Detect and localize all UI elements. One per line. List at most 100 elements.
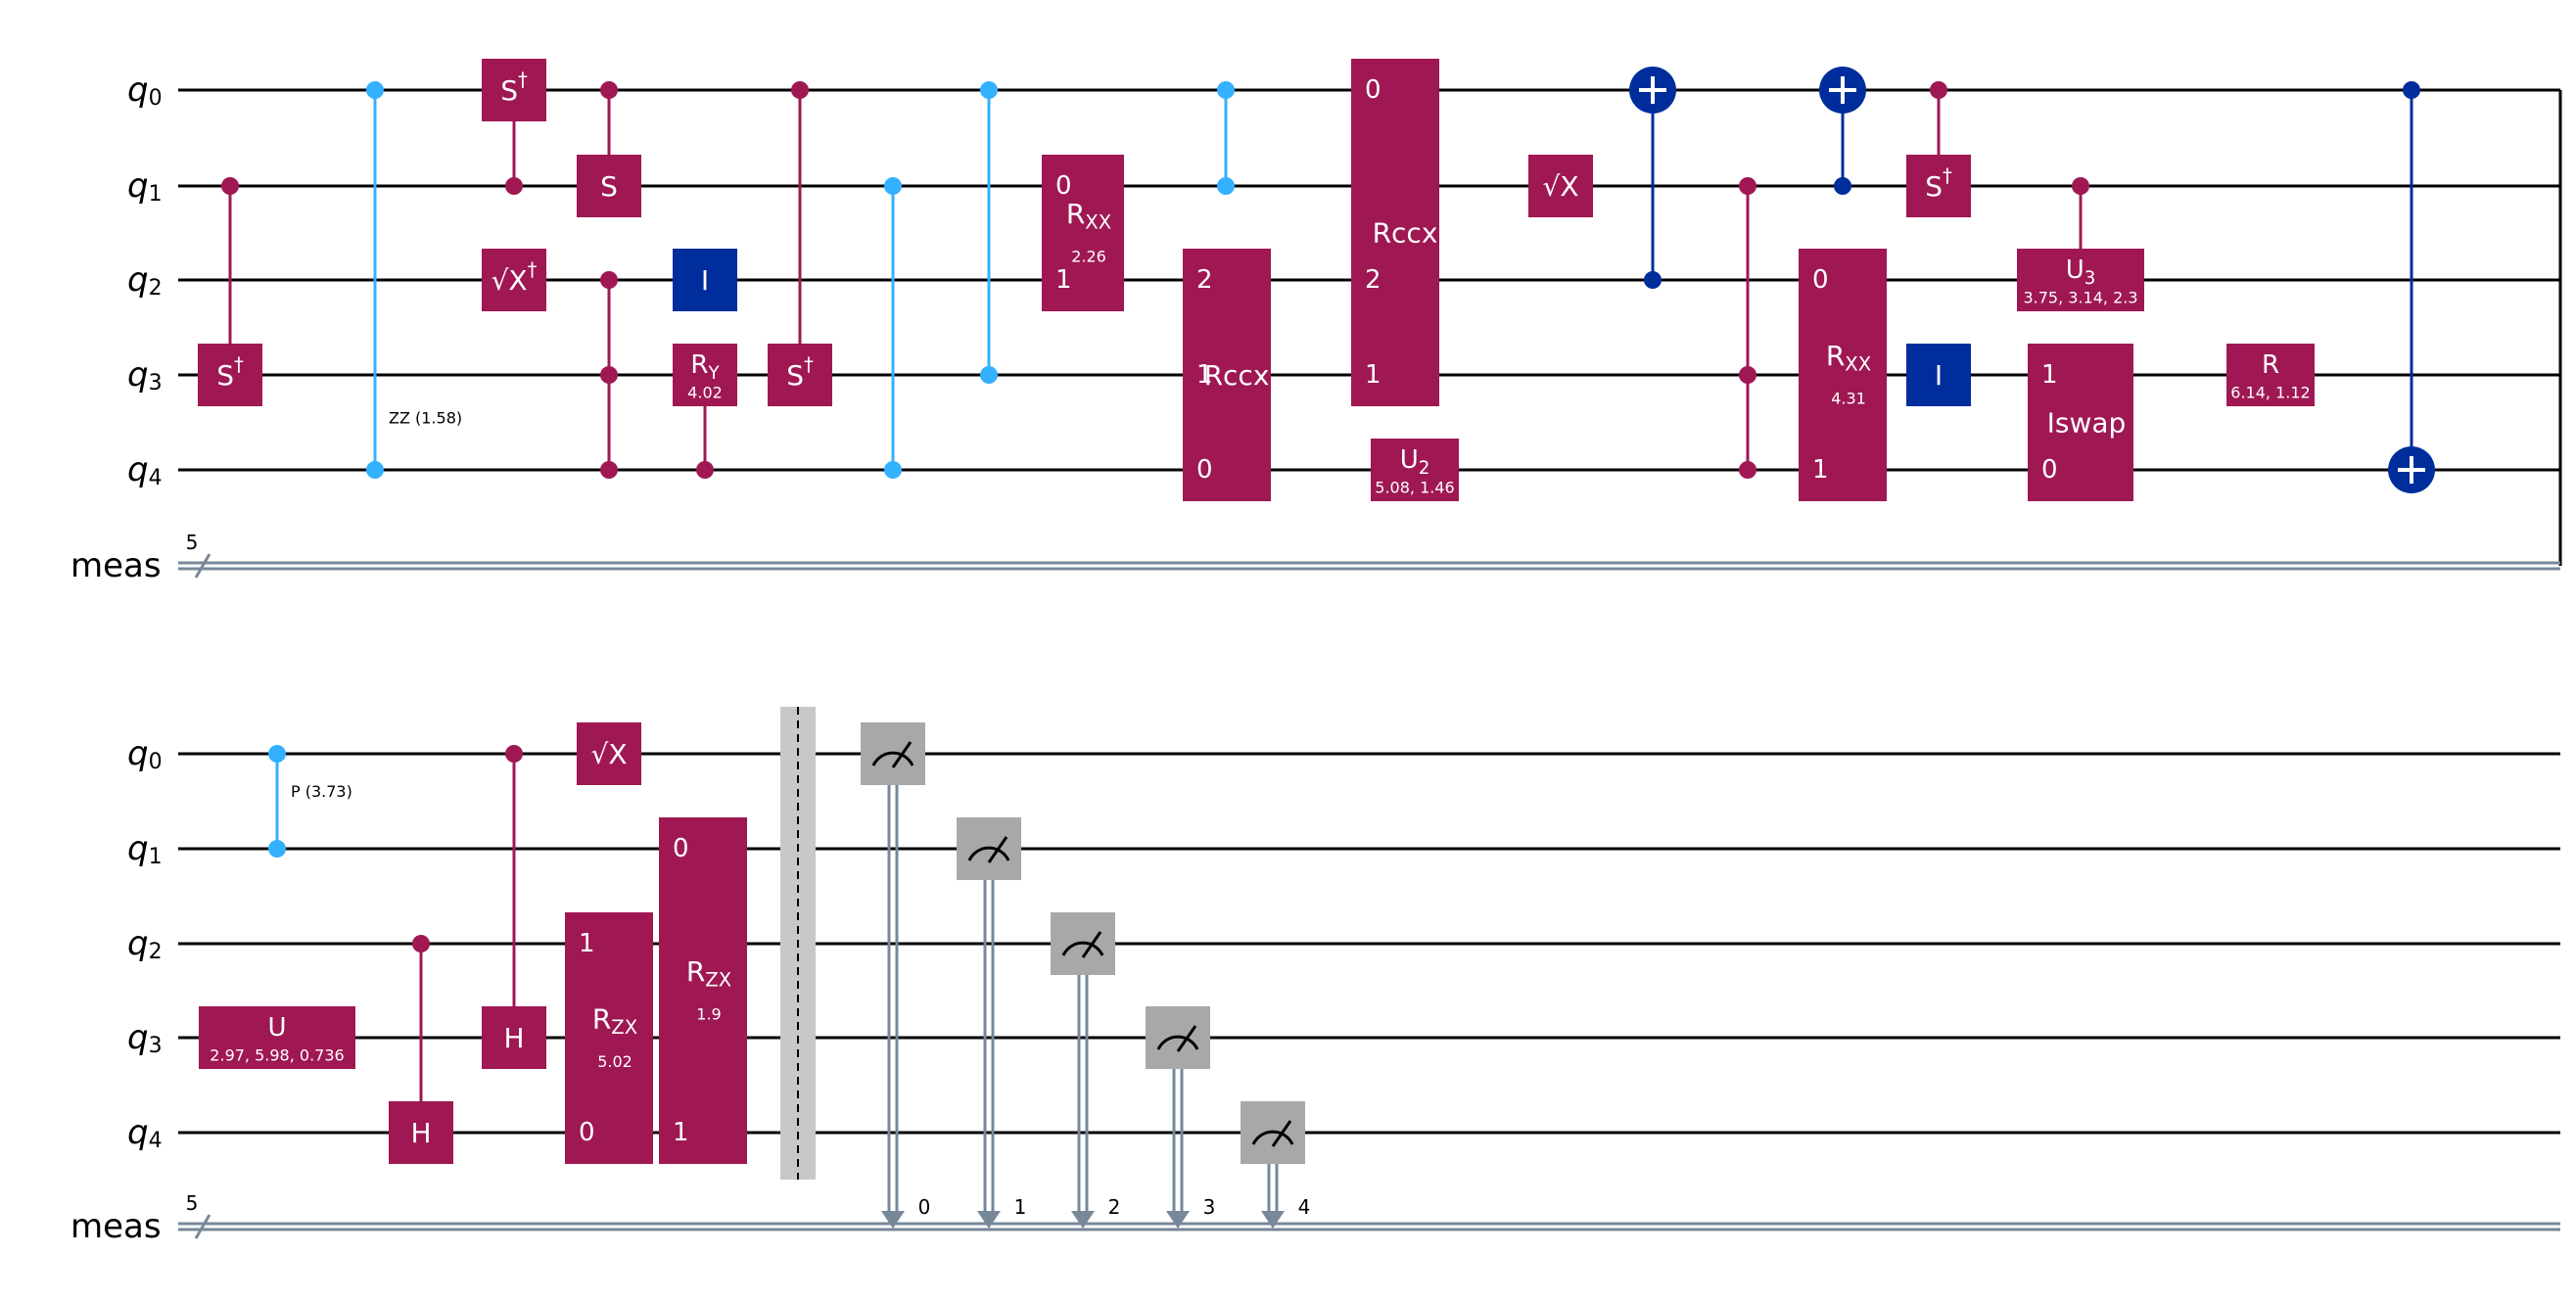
gate-label: √X <box>590 738 627 770</box>
gate-cx-0-19 <box>1819 67 1866 195</box>
gate-label: RY <box>690 350 720 383</box>
qubit-index-label: 0 <box>673 834 689 863</box>
gate-multi-1-5: 1 0 RZX 5.02 <box>565 912 653 1164</box>
gate-box <box>768 344 832 406</box>
gate-cz-0-12 <box>1217 81 1235 195</box>
gate-label: √X† <box>492 257 538 296</box>
gate-label: S† <box>500 68 528 106</box>
gate-measure-1-10: 2 <box>1051 912 1120 1229</box>
gate-label: RZX <box>592 1002 637 1038</box>
gate-ccz-0-5 <box>600 271 618 479</box>
gate-barrier-1-7 <box>780 707 816 1180</box>
gate-label: S† <box>1925 163 1952 202</box>
measure-bit-label: 3 <box>1203 1195 1216 1219</box>
qubit-index-label: 1 <box>1365 360 1382 390</box>
qubit-index-label: 1 <box>2041 360 2058 390</box>
gate-box-0-15: U25.08, 1.46 <box>1371 439 1459 501</box>
gate-box-0-16: √X <box>1528 155 1593 217</box>
gate-label: U <box>267 1013 286 1043</box>
meter-needle <box>1176 1025 1197 1052</box>
measure-bit-label: 4 <box>1298 1195 1311 1219</box>
gate-box <box>389 1101 453 1164</box>
gate-label: S† <box>216 352 244 391</box>
gate-box-1-1: U 2.97, 5.98, 0.736 <box>199 1006 355 1069</box>
gate-label: I <box>1935 359 1943 392</box>
gate-ctrl-0-23: U33.75, 3.14, 2.3 <box>2017 177 2144 311</box>
classical-slash <box>194 553 211 579</box>
gate-label: U2 <box>1400 445 1430 478</box>
control-dot <box>412 935 430 952</box>
gate-box-1-4: √X <box>577 722 641 785</box>
control-dot <box>2403 81 2420 99</box>
gate-cz-0-10 <box>980 81 998 384</box>
gate-box <box>1528 155 1593 217</box>
qubit-label-0: q0 <box>127 734 163 774</box>
control-dot <box>884 461 902 479</box>
meter-arc <box>871 751 914 766</box>
gate-label: Rccx <box>1373 216 1438 249</box>
control-dot <box>1644 271 1662 289</box>
qubit-index-label: 2 <box>1196 265 1213 295</box>
classical-width-label: 5 <box>186 531 199 554</box>
control-dot <box>1739 461 1756 479</box>
qubit-index-label: 1 <box>1055 265 1072 295</box>
gate-box <box>1906 155 1971 217</box>
qubit-label-4: q4 <box>127 450 163 490</box>
gate-box <box>2226 344 2315 406</box>
gate-label: S <box>600 170 618 203</box>
qubit-label-4: q4 <box>127 1113 163 1153</box>
measure-arrow <box>881 1211 905 1229</box>
gate-box <box>1906 344 1971 406</box>
gate-ctrl-0-8: S† <box>768 81 832 406</box>
gate-box <box>199 1006 355 1069</box>
gate-label: Rccx <box>1204 359 1270 392</box>
gate-box <box>1799 249 1887 501</box>
control-dot <box>505 177 523 195</box>
circuit-row-1: q0 q1 q2 q3 q4 5 meas P (3.73) U 2.97, 5.98, 0.73… <box>70 707 2560 1246</box>
gate-label: S† <box>786 352 814 391</box>
qubit-label-1: q1 <box>127 166 163 207</box>
gate-label: H <box>503 1022 524 1054</box>
control-dot <box>1217 81 1235 99</box>
gate-box-0-3: √X† <box>482 249 546 311</box>
gate-param: 2.26 <box>1071 248 1106 266</box>
meter-arc <box>1156 1035 1199 1050</box>
qubit-index-label: 0 <box>2041 455 2058 485</box>
gate-measure-1-8: 0 <box>861 722 930 1229</box>
control-dot <box>884 177 902 195</box>
circuit-row-0: q0 q1 q2 q3 q4 5 meas S† ZZ (1.58) S† √X† S I RY4.02 S… <box>70 59 2562 585</box>
control-dot <box>696 461 714 479</box>
gate-label: √X <box>1542 170 1578 203</box>
gate-ctrl-0-2: S† <box>482 59 546 195</box>
gate-measure-1-12: 4 <box>1241 1101 1310 1229</box>
gate-multi-0-24: 1 0 Iswap <box>2028 344 2133 501</box>
gate-multi-0-13: 2 1 0 Rccx <box>1183 249 1271 501</box>
meter-needle <box>891 741 913 768</box>
qubit-index-label: 0 <box>1196 455 1213 485</box>
gate-cx-0-17 <box>1629 67 1676 289</box>
gate-param: 1.9 <box>696 1005 721 1024</box>
gate-multi-0-20: 0 1 RXX 4.31 <box>1799 249 1887 501</box>
meter-needle <box>1081 931 1102 958</box>
gate-box <box>482 249 546 311</box>
gate-box <box>2017 249 2144 311</box>
gate-label: H <box>410 1117 431 1149</box>
gate-box <box>577 722 641 785</box>
qubit-label-2: q2 <box>127 260 163 301</box>
control-dot <box>2072 177 2089 195</box>
gate-label: RXX <box>1066 198 1111 233</box>
gate-label: R <box>2262 350 2279 380</box>
gate-measure-1-9: 1 <box>957 817 1026 1229</box>
meter-arc <box>1061 941 1104 956</box>
gate-param: 5.08, 1.46 <box>1375 479 1454 497</box>
qubit-label-2: q2 <box>127 924 163 964</box>
control-dot <box>1217 177 1235 195</box>
gate-box <box>198 344 262 406</box>
gate-ctrl-1-3: H <box>482 745 546 1069</box>
measure-arrow <box>977 1211 1001 1229</box>
gate-box <box>673 344 737 406</box>
qubit-index-label: 2 <box>1365 265 1382 295</box>
gate-multi-1-6: 0 1 RZX 1.9 <box>659 817 747 1164</box>
